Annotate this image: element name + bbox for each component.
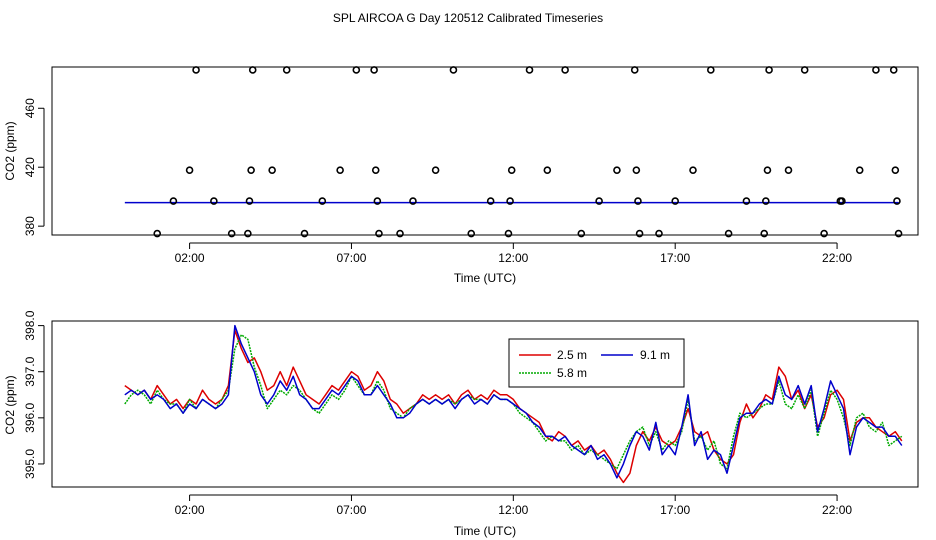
sample-point (630, 66, 639, 74)
bottom-x-tick-label: 07:00 (336, 503, 366, 517)
top-y-tick-label: 460 (23, 98, 37, 118)
sample-point (169, 197, 178, 205)
bottom-series-lines (124, 324, 903, 484)
sample-point (855, 166, 864, 174)
sample-point (800, 66, 809, 74)
sample-point (838, 197, 846, 205)
sample-point (762, 197, 770, 205)
sample-point (760, 229, 769, 238)
sample-point (409, 197, 417, 205)
sample-point (210, 197, 218, 205)
sample-point (153, 229, 162, 238)
sample-point (724, 229, 733, 238)
sample-point (893, 197, 901, 205)
sample-point (506, 197, 514, 205)
series-line-9-1-m (124, 324, 903, 479)
bottom-x-tick-label: 17:00 (660, 503, 690, 517)
sample-point (370, 66, 378, 74)
sample-point (561, 66, 569, 74)
bottom-y-tick-label: 396.0 (23, 402, 37, 432)
bottom-y-tick-label: 397.0 (23, 356, 37, 386)
sample-point (543, 166, 552, 174)
sample-point (282, 66, 291, 74)
sample-point (467, 229, 476, 238)
legend-label-9-1m: 9.1 m (640, 348, 670, 362)
sample-point (689, 166, 697, 174)
sample-point (577, 229, 586, 238)
sample-point (889, 66, 898, 74)
sample-point (671, 197, 679, 205)
top-x-tick-label: 02:00 (175, 251, 205, 265)
bottom-x-tick-label: 12:00 (498, 503, 528, 517)
top-x-tick-label: 07:00 (336, 251, 366, 265)
sample-point (635, 229, 644, 238)
top-x-tick-label: 12:00 (498, 251, 528, 265)
bottom-x-axis: 02:00 07:00 12:00 17:00 22:00 (175, 494, 852, 517)
top-x-axis-label: Time (UTC) (454, 271, 516, 285)
sample-point (318, 197, 327, 205)
sample-point (268, 166, 276, 174)
series-line-2-5-m (124, 329, 903, 484)
bottom-y-tick-label: 398.0 (23, 310, 37, 340)
sample-point (248, 66, 257, 74)
top-x-axis: 02:00 07:00 12:00 17:00 22:00 (175, 242, 852, 265)
sample-point (894, 229, 903, 238)
sample-point (486, 197, 495, 205)
sample-point (192, 66, 200, 74)
sample-point (655, 229, 663, 238)
sample-point (872, 66, 880, 74)
figure-title: SPL AIRCOA G Day 120512 Calibrated Times… (333, 11, 603, 25)
sample-point (431, 166, 440, 174)
sample-point (507, 166, 516, 174)
top-chart-panel: 02:00 07:00 12:00 17:00 22:00 380 420 460 Time… (3, 66, 919, 285)
sample-point (784, 166, 793, 174)
sample-point (820, 229, 828, 238)
sample-point (247, 166, 255, 174)
sample-point (504, 229, 513, 238)
top-y-tick-label: 380 (23, 216, 37, 236)
top-plot-frame (51, 66, 919, 236)
sample-point (613, 166, 621, 174)
top-sample-points (153, 66, 903, 238)
sample-point (763, 166, 772, 174)
sample-point (245, 197, 254, 205)
top-y-axis: 380 420 460 (23, 98, 45, 236)
sample-point (891, 166, 900, 174)
sample-point (634, 197, 642, 205)
sample-point (244, 229, 252, 238)
legend-label-5-8m: 5.8 m (557, 366, 587, 380)
sample-point (352, 66, 361, 74)
legend: 2.5 m 5.8 m 9.1 m (508, 338, 685, 388)
top-x-tick-label: 17:00 (660, 251, 690, 265)
sample-point (371, 166, 380, 174)
top-x-tick-label: 22:00 (822, 251, 852, 265)
sample-point (449, 66, 458, 74)
sample-point (227, 229, 236, 238)
bottom-plot-frame (51, 320, 919, 488)
bottom-x-tick-label: 22:00 (822, 503, 852, 517)
sample-point (632, 166, 641, 174)
bottom-y-axis-label: CO2 (ppm) (3, 375, 17, 434)
sample-point (185, 166, 194, 174)
sample-point (595, 197, 603, 205)
sample-point (373, 197, 382, 205)
sample-point (336, 166, 344, 174)
bottom-y-axis: 395.0 396.0 397.0 398.0 (23, 310, 45, 479)
bottom-y-tick-label: 395.0 (23, 449, 37, 479)
top-y-tick-label: 420 (23, 157, 37, 177)
legend-label-2-5m: 2.5 m (557, 348, 587, 362)
bottom-x-tick-label: 02:00 (175, 503, 205, 517)
sample-point (396, 229, 404, 238)
sample-point (707, 66, 715, 74)
sample-point (765, 66, 773, 74)
sample-point (375, 229, 383, 238)
sample-point (525, 66, 534, 74)
bottom-chart-panel: 02:00 07:00 12:00 17:00 22:00 395.0 396.0 397.… (3, 310, 919, 538)
sample-point (300, 229, 309, 238)
top-y-axis-label: CO2 (ppm) (3, 121, 17, 180)
legend-box (508, 338, 685, 388)
bottom-x-axis-label: Time (UTC) (454, 524, 516, 538)
sample-point (742, 197, 751, 205)
